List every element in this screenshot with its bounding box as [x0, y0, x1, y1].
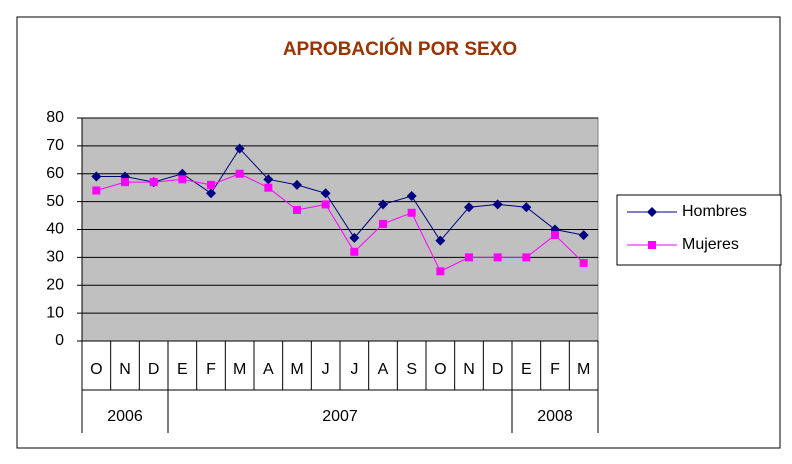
legend: Hombres Mujeres [616, 194, 782, 266]
legend-box [616, 194, 782, 266]
x-tick-label: J [350, 361, 358, 378]
marker [436, 267, 445, 276]
x-group-label: 2007 [322, 408, 358, 425]
x-tick-label: M [577, 361, 590, 378]
x-tick-label: F [550, 361, 560, 378]
x-tick-label: F [206, 361, 216, 378]
y-tick-label: 0 [55, 332, 64, 349]
marker [264, 183, 273, 192]
marker [379, 219, 387, 228]
marker [465, 253, 473, 262]
marker [647, 207, 657, 217]
marker [578, 230, 589, 241]
x-tick-label: E [177, 361, 188, 378]
x-tick-label: N [119, 361, 131, 378]
x-group-label: 2006 [107, 408, 143, 425]
marker [493, 253, 502, 262]
marker [292, 179, 302, 190]
marker [92, 186, 101, 195]
marker [207, 180, 215, 189]
marker [492, 199, 503, 210]
x-tick-label: M [290, 361, 303, 378]
marker [464, 202, 474, 213]
marker [206, 188, 216, 199]
marker [293, 205, 301, 214]
series-line [96, 147, 584, 242]
x-tick-label: O [434, 361, 446, 378]
marker [406, 191, 417, 202]
marker [551, 231, 559, 240]
y-tick-label: 50 [46, 193, 64, 210]
x-tick-label: O [90, 361, 102, 378]
y-tick-label: 10 [46, 304, 64, 321]
marker [235, 169, 244, 178]
marker [522, 253, 531, 262]
x-group-label: 2008 [537, 408, 573, 425]
marker [648, 241, 656, 249]
marker [178, 175, 187, 184]
marker [91, 171, 102, 182]
marker [435, 235, 446, 246]
marker [149, 178, 158, 187]
x-tick-label: A [378, 361, 389, 378]
marker [521, 202, 532, 213]
x-tick-label: E [521, 361, 532, 378]
y-tick-label: 20 [46, 276, 64, 293]
y-tick-label: 30 [46, 249, 64, 266]
y-tick-label: 60 [46, 165, 64, 182]
marker [579, 258, 588, 267]
x-tick-label: D [492, 361, 504, 378]
marker [121, 178, 129, 187]
x-tick-label: M [233, 361, 246, 378]
x-tick-label: J [322, 361, 330, 378]
y-tick-label: 80 [46, 109, 64, 126]
y-tick-label: 70 [46, 137, 64, 154]
marker [263, 174, 274, 185]
marker [321, 200, 330, 209]
marker [407, 208, 416, 217]
x-tick-label: N [463, 361, 475, 378]
legend-label: Mujeres [682, 236, 739, 253]
series-line [96, 173, 585, 272]
marker [320, 188, 331, 199]
legend-label: Hombres [682, 203, 747, 220]
marker [234, 143, 245, 154]
marker [350, 247, 359, 256]
x-tick-label: A [263, 361, 274, 378]
x-tick-label: D [148, 361, 160, 378]
chart-title: APROBACIÓN POR SEXO [283, 38, 517, 60]
y-tick-label: 40 [46, 221, 64, 238]
x-tick-label: S [406, 361, 417, 378]
marker [378, 199, 388, 210]
marker [349, 232, 360, 243]
